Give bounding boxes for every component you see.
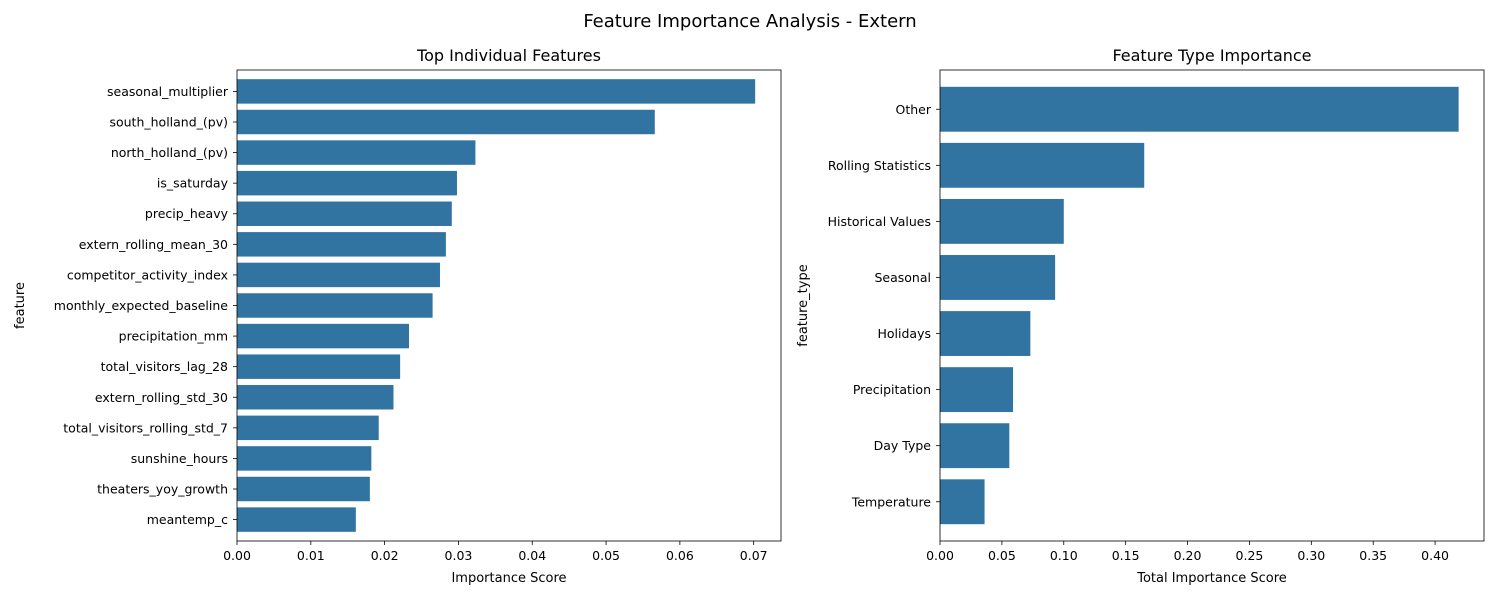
x-tick-label: 0.25 (1236, 548, 1264, 563)
y-tick-label: theaters_yoy_growth (97, 482, 228, 497)
bar (237, 446, 372, 471)
bar (237, 232, 446, 257)
bar (237, 293, 433, 318)
x-tick-label: 0.00 (926, 548, 954, 563)
x-tick-label: 0.00 (223, 548, 251, 563)
x-tick-label: 0.10 (1050, 548, 1078, 563)
bar (940, 423, 1010, 469)
figure-title: Feature Importance Analysis - Extern (583, 11, 916, 32)
bar (237, 507, 356, 532)
x-tick-label: 0.35 (1359, 548, 1387, 563)
y-tick-label: total_visitors_lag_28 (101, 359, 228, 374)
y-tick-label: Seasonal (874, 270, 931, 285)
chart-title: Top Individual Features (416, 46, 601, 65)
bar (940, 311, 1031, 356)
y-tick-label: south_holland_(pv) (109, 114, 228, 129)
x-tick-label: 0.40 (1421, 548, 1449, 563)
bar (237, 415, 379, 441)
axes-frame (939, 69, 1485, 542)
bar (940, 367, 1014, 413)
y-axis-label: feature (13, 282, 28, 329)
y-tick-label: precip_heavy (145, 206, 229, 221)
y-tick-label: Rolling Statistics (828, 158, 931, 173)
y-tick-label: extern_rolling_mean_30 (79, 237, 228, 252)
y-tick-label: Precipitation (853, 382, 931, 397)
x-axis-label: Total Importance Score (1136, 571, 1287, 586)
axes-frame (236, 69, 782, 542)
y-tick-label: is_saturday (157, 176, 229, 191)
y-axis-label: feature_type (796, 264, 811, 346)
y-tick-label: sunshine_hours (131, 451, 228, 466)
y-tick-label: extern_rolling_std_30 (95, 390, 228, 405)
x-tick-label: 0.15 (1112, 548, 1140, 563)
x-tick-label: 0.20 (1174, 548, 1202, 563)
x-tick-label: 0.30 (1297, 548, 1325, 563)
bar (237, 109, 655, 135)
y-tick-label: seasonal_multiplier (107, 84, 229, 99)
chart-feature-type-importance: Other Rolling Statistics Historical Values… (796, 46, 1485, 586)
y-tick-label: total_visitors_rolling_std_7 (63, 420, 228, 435)
y-tick-label: Historical Values (828, 214, 931, 229)
x-tick-label: 0.04 (518, 548, 546, 563)
y-tick-label: meantemp_c (147, 512, 228, 527)
bar (237, 323, 409, 349)
bar (237, 79, 756, 104)
bar (237, 476, 370, 502)
y-tick-label: competitor_activity_index (67, 267, 228, 282)
y-tick-label: Day Type (874, 438, 932, 453)
x-tick-label: 0.02 (371, 548, 399, 563)
bar (940, 255, 1056, 300)
y-tick-label: Holidays (878, 326, 932, 341)
chart-top-individual-features: seasonal_multiplier south_holland_(pv)nor… (13, 46, 782, 586)
bar (237, 201, 452, 226)
x-tick-label: 0.01 (297, 548, 325, 563)
y-tick-label: Temperature (851, 494, 931, 509)
bar (940, 479, 985, 525)
bar (237, 354, 401, 379)
x-tick-label: 0.06 (666, 548, 694, 563)
x-tick-label: 0.07 (740, 548, 768, 563)
bar (940, 198, 1064, 244)
y-tick-label: Other (896, 102, 932, 117)
bar (237, 262, 440, 288)
y-tick-label: precipitation_mm (119, 329, 228, 344)
bar (237, 170, 457, 196)
x-tick-label: 0.05 (592, 548, 620, 563)
x-axis-label: Importance Score (451, 571, 566, 586)
x-tick-label: 0.03 (445, 548, 473, 563)
y-tick-label: monthly_expected_baseline (54, 298, 228, 313)
bar (940, 86, 1459, 132)
x-tick-label: 0.05 (988, 548, 1016, 563)
y-tick-label: north_holland_(pv) (111, 145, 228, 160)
bar (237, 140, 476, 165)
chart-title: Feature Type Importance (1112, 46, 1311, 65)
bar (237, 385, 394, 410)
bar (940, 142, 1145, 188)
